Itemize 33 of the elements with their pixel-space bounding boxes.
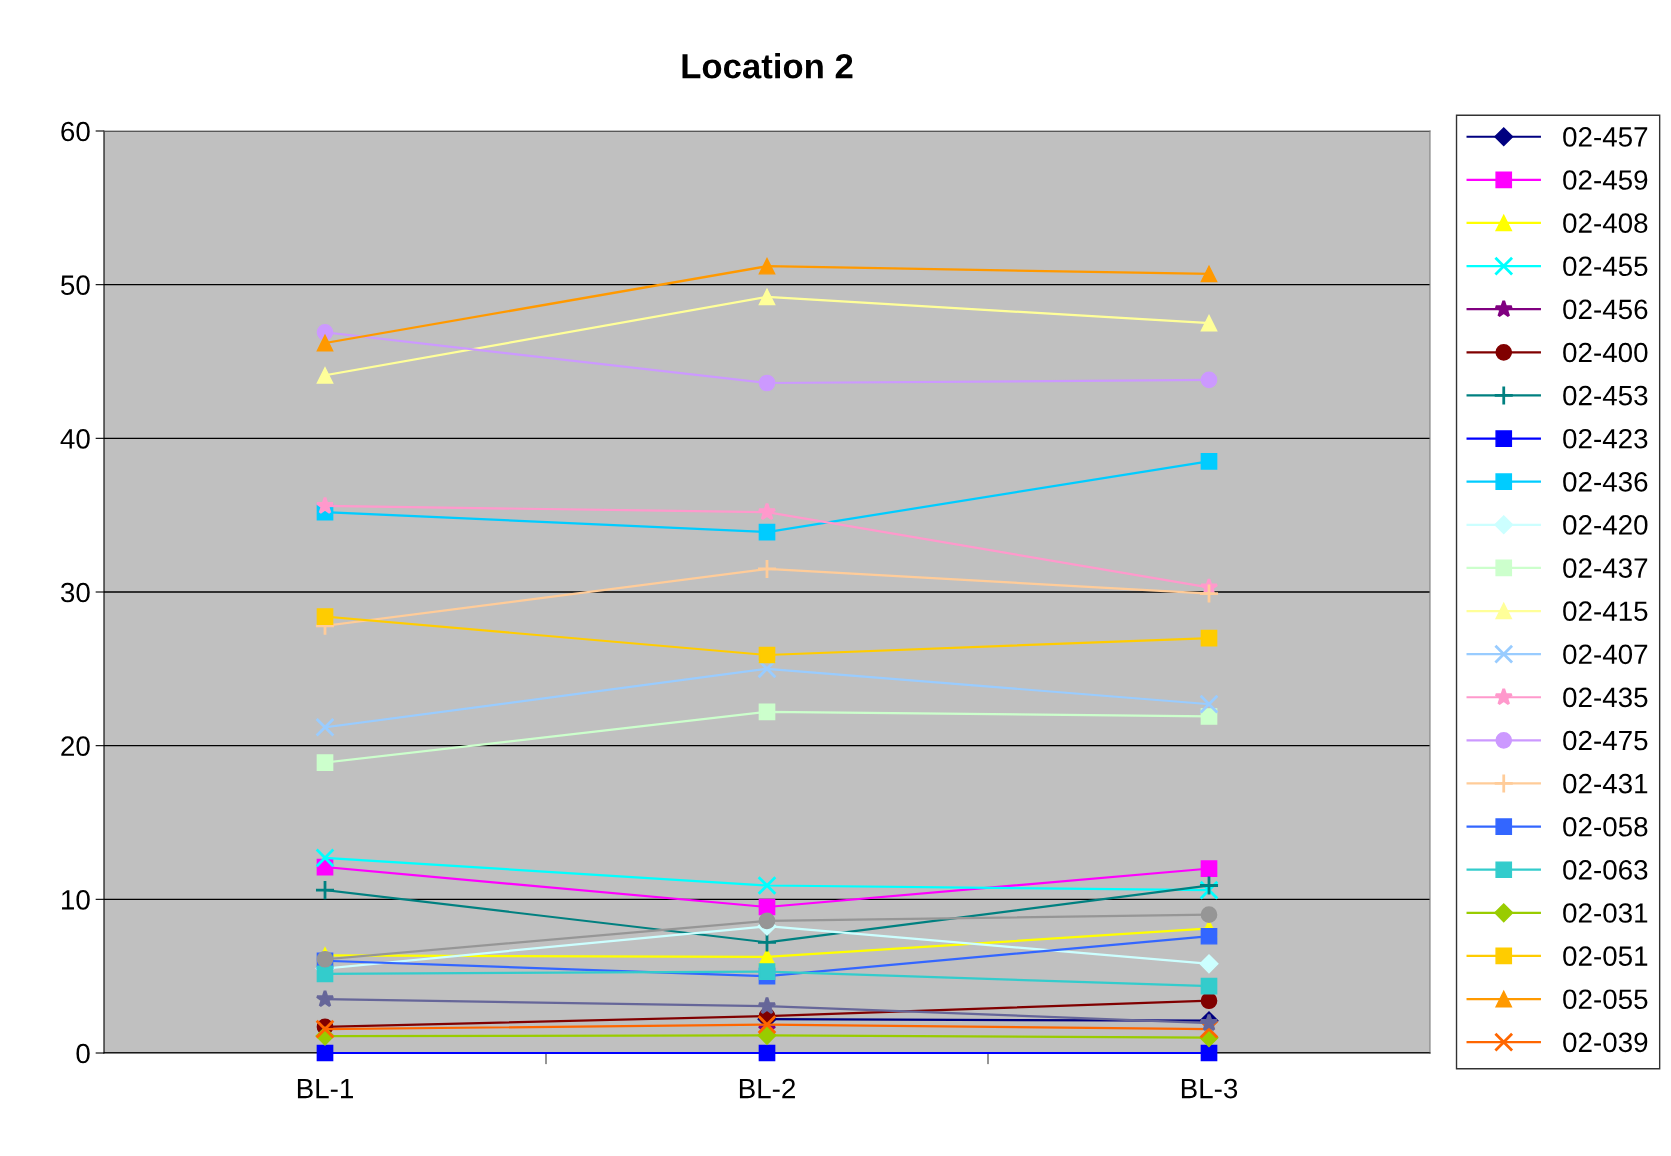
y-tick-label: 30 [60, 582, 90, 603]
legend-label: 02-475 [1563, 730, 1648, 751]
legend-label: 02-400 [1563, 342, 1648, 363]
chart-title: Location 2 [682, 53, 853, 79]
y-tick-label: 20 [61, 736, 90, 757]
legend-label: 02-456 [1563, 299, 1648, 320]
legend-label: 02-420 [1563, 515, 1648, 535]
legend-label: 02-453 [1563, 385, 1648, 406]
legend-label: 02-039 [1563, 1032, 1648, 1053]
y-tick-label: 50 [61, 275, 90, 296]
legend-label: 02-423 [1563, 428, 1648, 449]
x-tick-label: BL-1 [297, 1079, 353, 1099]
legend-label: 02-407 [1563, 644, 1648, 665]
legend-label: 02-058 [1563, 816, 1648, 837]
y-tick-label: 60 [61, 121, 90, 142]
y-tick-label: 10 [62, 890, 90, 910]
legend-label: 02-408 [1563, 213, 1648, 233]
legend-label: 02-415 [1563, 601, 1648, 622]
legend-label: 02-459 [1563, 170, 1648, 190]
legend-label: 02-457 [1563, 127, 1648, 147]
x-tick-label: BL-2 [739, 1078, 795, 1099]
legend-label: 02-436 [1563, 472, 1648, 492]
legend-label: 02-051 [1563, 946, 1648, 966]
legend-label: 02-031 [1563, 903, 1648, 923]
legend-label: 02-063 [1563, 860, 1648, 880]
y-tick-label: 40 [60, 429, 90, 449]
legend-label: 02-455 [1563, 256, 1648, 277]
legend-label: 02-437 [1563, 558, 1648, 578]
legend-label: 02-055 [1563, 989, 1648, 1010]
x-tick-label: BL-3 [1181, 1078, 1238, 1099]
legend-label: 02-435 [1563, 687, 1648, 708]
y-tick-label: 0 [76, 1043, 90, 1064]
legend-label: 02-431 [1563, 773, 1648, 794]
